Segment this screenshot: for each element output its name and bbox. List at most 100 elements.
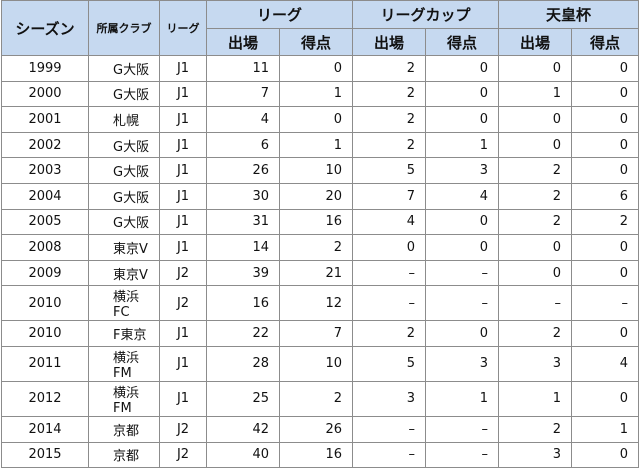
emperor-apps-cell: 1 [498, 80, 573, 108]
cup-goals-cell: 0 [425, 208, 500, 236]
league-goals-cell: 20 [278, 182, 354, 210]
league-cell: J2 [159, 441, 207, 468]
emperor-apps-cell: 1 [498, 380, 573, 417]
cup-apps-cell: 2 [352, 106, 427, 133]
cup-apps-cell: 7 [352, 182, 427, 210]
league-goals-cell: 2 [278, 380, 354, 417]
cup-goals-cell: – [425, 441, 500, 468]
emperor-apps-cell: 0 [498, 106, 573, 133]
header-club: 所属クラブ [88, 0, 160, 56]
season-cell: 2009 [1, 259, 89, 287]
league-cell: J2 [159, 415, 207, 443]
emperor-goals-cell: – [571, 285, 640, 322]
table-body: 1999 G大阪 J1 11 0 2 0 0 0 2000 G大阪 J1 7 1 2 0 1 0 2001 札幌 J1 4… [1, 55, 640, 468]
emperor-goals-cell: 4 [571, 345, 640, 382]
cup-apps-cell: 2 [352, 80, 427, 108]
emperor-apps-cell: 0 [498, 234, 573, 261]
cup-goals-cell: 3 [425, 157, 500, 184]
league-goals-cell: 2 [278, 234, 354, 261]
league-goals-cell: 1 [278, 80, 354, 108]
emperor-apps-cell: 0 [498, 259, 573, 287]
league-apps-cell: 31 [206, 208, 280, 236]
league-cell: J1 [159, 55, 207, 82]
season-cell: 2010 [1, 285, 89, 322]
cup-goals-cell: – [425, 415, 500, 443]
club-cell: G大阪 [88, 55, 160, 82]
cup-apps-cell: – [352, 259, 427, 287]
emperor-goals-cell: 0 [571, 320, 640, 347]
season-cell: 1999 [1, 55, 89, 82]
cup-goals-cell: 1 [425, 131, 500, 159]
cup-goals-cell: – [425, 285, 500, 322]
emperor-goals-cell: 0 [571, 441, 640, 468]
emperor-goals-cell: 0 [571, 80, 640, 108]
season-cell: 2000 [1, 80, 89, 108]
emperor-goals-cell: 0 [571, 55, 640, 82]
league-goals-cell: 26 [278, 415, 354, 443]
emperor-apps-cell: 2 [498, 182, 573, 210]
league-cell: J2 [159, 285, 207, 322]
cup-goals-cell: 0 [425, 106, 500, 133]
league-apps-cell: 14 [206, 234, 280, 261]
cup-apps-cell: 5 [352, 157, 427, 184]
emperor-goals-cell: 1 [571, 415, 640, 443]
league-cell: J1 [159, 380, 207, 417]
header-league-apps: 出場 [206, 28, 280, 56]
club-cell: G大阪 [88, 208, 160, 236]
table-row: 2015 京都 J2 40 16– –3 0 [1, 441, 640, 468]
table-row: 2009 東京V J2 39 21– –0 0 [1, 259, 640, 287]
season-cell: 2001 [1, 106, 89, 133]
season-cell: 2012 [1, 380, 89, 417]
league-apps-cell: 11 [206, 55, 280, 82]
cup-apps-cell: 4 [352, 208, 427, 236]
league-apps-cell: 28 [206, 345, 280, 382]
league-cell: J1 [159, 80, 207, 108]
emperor-apps-cell: 2 [498, 320, 573, 347]
season-cell: 2004 [1, 182, 89, 210]
header-group-emperor: 天皇杯 [498, 0, 640, 29]
club-cell: 京都 [88, 441, 160, 468]
cup-goals-cell: 1 [425, 380, 500, 417]
league-goals-cell: 10 [278, 157, 354, 184]
emperor-goals-cell: 0 [571, 131, 640, 159]
season-cell: 2008 [1, 234, 89, 261]
header-emperor-apps: 出場 [498, 28, 573, 56]
cup-goals-cell: 3 [425, 345, 500, 382]
club-cell: 横浜 FM [88, 345, 160, 382]
league-goals-cell: 12 [278, 285, 354, 322]
cup-goals-cell: 0 [425, 80, 500, 108]
season-cell: 2002 [1, 131, 89, 159]
club-cell: G大阪 [88, 182, 160, 210]
league-cell: J1 [159, 106, 207, 133]
cup-apps-cell: – [352, 415, 427, 443]
emperor-goals-cell: 0 [571, 234, 640, 261]
league-goals-cell: 21 [278, 259, 354, 287]
league-goals-cell: 16 [278, 441, 354, 468]
emperor-goals-cell: 0 [571, 106, 640, 133]
club-cell: 東京V [88, 259, 160, 287]
club-cell: 横浜 FM [88, 380, 160, 417]
season-cell: 2003 [1, 157, 89, 184]
cup-apps-cell: 5 [352, 345, 427, 382]
club-cell: G大阪 [88, 80, 160, 108]
cup-goals-cell: 0 [425, 55, 500, 82]
emperor-goals-cell: 2 [571, 208, 640, 236]
league-apps-cell: 42 [206, 415, 280, 443]
emperor-goals-cell: 0 [571, 380, 640, 417]
emperor-apps-cell: 2 [498, 208, 573, 236]
league-apps-cell: 16 [206, 285, 280, 322]
club-cell: G大阪 [88, 131, 160, 159]
table-row: 2012 横浜 FM J1 25 2 3 1 1 0 [1, 380, 640, 417]
league-apps-cell: 22 [206, 320, 280, 347]
table-row: 1999 G大阪 J1 11 0 2 0 0 0 [1, 55, 640, 82]
league-apps-cell: 30 [206, 182, 280, 210]
table-row: 2004 G大阪 J1 30 20 7 4 2 6 [1, 182, 640, 210]
table-row: 2010 横浜 FC J2 16 12– – – – [1, 285, 640, 322]
league-cell: J1 [159, 234, 207, 261]
table-row: 2005 G大阪 J1 31 16 4 0 2 2 [1, 208, 640, 236]
league-cell: J1 [159, 320, 207, 347]
league-cell: J1 [159, 182, 207, 210]
header-group-cup: リーグカップ [352, 0, 500, 29]
emperor-goals-cell: 6 [571, 182, 640, 210]
emperor-apps-cell: 0 [498, 55, 573, 82]
